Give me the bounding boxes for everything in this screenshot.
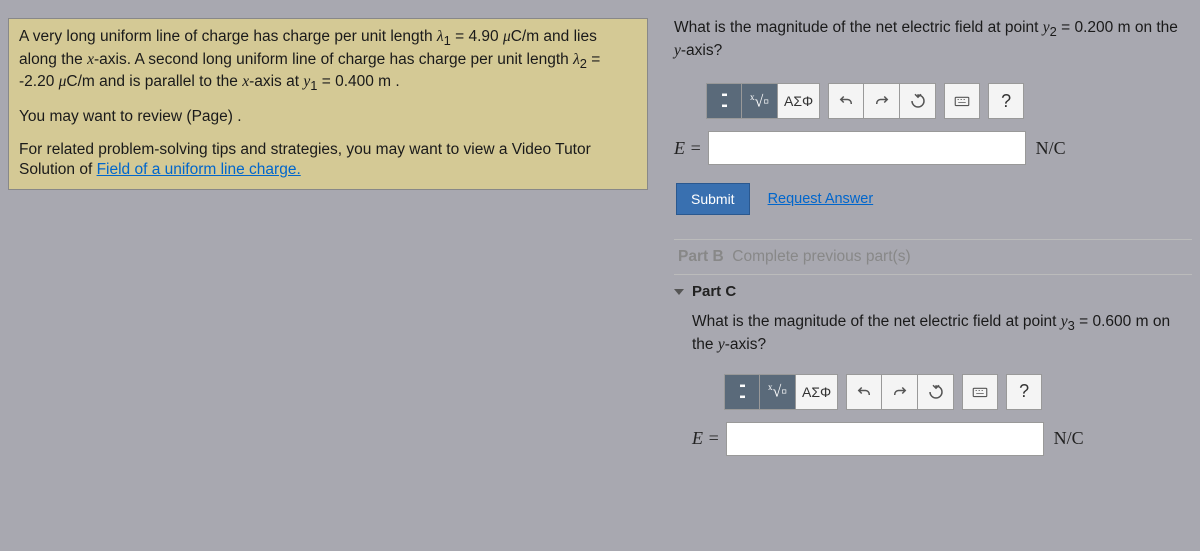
part-a-input-row: E = N/C [674,131,1192,165]
greek-button[interactable]: ΑΣΦ [778,83,820,119]
reset-button-c[interactable] [918,374,954,410]
equation-toolbar: ▪▪▪▪ x√▫ ΑΣΦ ? [706,83,1192,119]
chevron-down-icon [674,289,684,295]
help-button-c[interactable]: ? [1006,374,1042,410]
submit-button[interactable]: Submit [676,183,750,215]
submit-row: Submit Request Answer [676,183,1192,215]
keyboard-button[interactable] [944,83,980,119]
part-a-answer-input[interactable] [708,131,1026,165]
part-c-input-row: E = N/C [692,422,1186,456]
greek-button-c[interactable]: ΑΣΦ [796,374,838,410]
request-answer-link[interactable]: Request Answer [768,191,874,207]
sqrt-button[interactable]: x√▫ [742,83,778,119]
video-tutor-link[interactable]: Field of a uniform line charge. [97,161,301,178]
part-c-block: Part C What is the magnitude of the net … [674,274,1192,455]
part-c-answer-input[interactable] [726,422,1044,456]
redo-button-c[interactable] [882,374,918,410]
reset-button[interactable] [900,83,936,119]
templates-button[interactable]: ▪▪▪▪ [706,83,742,119]
undo-icon [855,383,873,401]
e-equals-label: E = [674,138,702,159]
review-hint: You may want to review (Page) . [19,107,637,128]
templates-button-c[interactable]: ▪▪▪▪ [724,374,760,410]
keyboard-icon [971,383,989,401]
part-c-header[interactable]: Part C [674,283,1192,300]
reset-icon [927,383,945,401]
redo-button[interactable] [864,83,900,119]
part-c-question: What is the magnitude of the net electri… [692,312,1186,355]
part-c-toolbar: ▪▪▪▪ x√▫ ΑΣΦ ? [724,374,1186,410]
part-c-unit: N/C [1054,428,1084,449]
undo-icon [837,92,855,110]
part-c-content: What is the magnitude of the net electri… [692,312,1192,455]
undo-button-c[interactable] [846,374,882,410]
part-a-question: What is the magnitude of the net electri… [674,18,1192,61]
reset-icon [909,92,927,110]
e-equals-label-c: E = [692,428,720,449]
part-b-header: Part B Complete previous part(s) [674,239,1192,274]
help-button[interactable]: ? [988,83,1024,119]
tips-text: For related problem-solving tips and str… [19,140,637,182]
sqrt-button-c[interactable]: x√▫ [760,374,796,410]
problem-statement-panel: A very long uniform line of charge has c… [8,18,648,190]
redo-icon [873,92,891,110]
part-a-unit: N/C [1036,138,1066,159]
keyboard-icon [953,92,971,110]
undo-button[interactable] [828,83,864,119]
redo-icon [891,383,909,401]
keyboard-button-c[interactable] [962,374,998,410]
answer-area: What is the magnitude of the net electri… [674,18,1192,460]
problem-text: A very long uniform line of charge has c… [19,27,637,95]
